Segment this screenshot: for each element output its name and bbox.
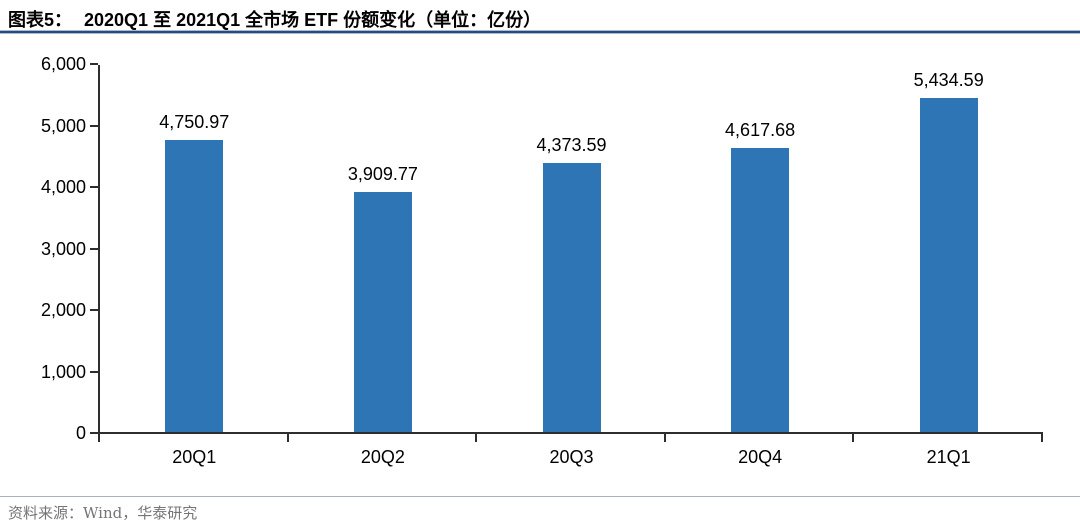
title-rule: [0, 30, 1080, 34]
x-axis-tick: [475, 434, 478, 442]
x-axis-tick: [852, 434, 855, 442]
y-axis-tick: [90, 432, 98, 434]
x-axis-line: [98, 432, 1043, 434]
y-axis-tick: [90, 309, 98, 311]
y-axis-tick: [90, 124, 98, 127]
x-axis-label: 21Q1: [926, 447, 971, 467]
x-axis-label: 20Q4: [738, 447, 783, 467]
y-axis-line: [98, 65, 100, 434]
x-axis-label: 20Q3: [549, 447, 594, 467]
bar: [353, 191, 412, 432]
y-axis-label: 6,000: [40, 54, 86, 74]
bar-value-label: 4,750.97: [159, 111, 230, 132]
bar: [731, 148, 790, 432]
bar-chart: 0 1,000 2,000 3,000 4,000 5,000 6,000 4,750.97 2…: [40, 54, 1043, 467]
x-axis-tick: [663, 434, 666, 442]
y-axis-label: 1,000: [40, 361, 86, 382]
source-note: 资料来源：Wind，华泰研究: [8, 504, 198, 522]
x-axis-tick: [98, 434, 100, 442]
x-axis-label: 20Q1: [172, 447, 217, 467]
y-axis-label: 5,000: [40, 115, 86, 136]
x-axis-label: 20Q2: [360, 447, 405, 467]
bar: [542, 163, 601, 432]
figure-header: 图表5： 2020Q1 至 2021Q1 全市场 ETF 份额变化（单位：亿份）: [8, 6, 541, 32]
footer-rule: [0, 496, 1080, 497]
title-rule-light-top: [0, 30, 1080, 31]
y-axis-label: 4,000: [40, 177, 86, 197]
figure-number-label: 图表5：: [8, 10, 73, 30]
y-axis-tick: [90, 370, 98, 373]
y-axis-label: 2,000: [40, 300, 86, 320]
y-axis-label: 0: [75, 423, 86, 443]
bar-value-label: 4,617.68: [725, 120, 796, 140]
bar-value-label: 4,373.59: [536, 135, 607, 156]
x-axis-tick: [286, 434, 289, 442]
figure-title: 2020Q1 至 2021Q1 全市场 ETF 份额变化（单位：亿份）: [84, 10, 542, 30]
bar-value-label: 3,909.77: [347, 163, 418, 184]
y-axis-label: 3,000: [40, 238, 86, 259]
bar: [165, 139, 224, 432]
title-rule-dark: [0, 31, 1080, 33]
title-rule-light-bottom: [0, 33, 1080, 34]
y-axis-tick: [90, 247, 98, 250]
x-axis-tick: [1041, 434, 1043, 442]
y-axis-tick: [90, 63, 98, 65]
bar: [919, 97, 978, 432]
bar-value-label: 5,434.59: [913, 69, 984, 90]
y-axis-tick: [90, 186, 98, 188]
